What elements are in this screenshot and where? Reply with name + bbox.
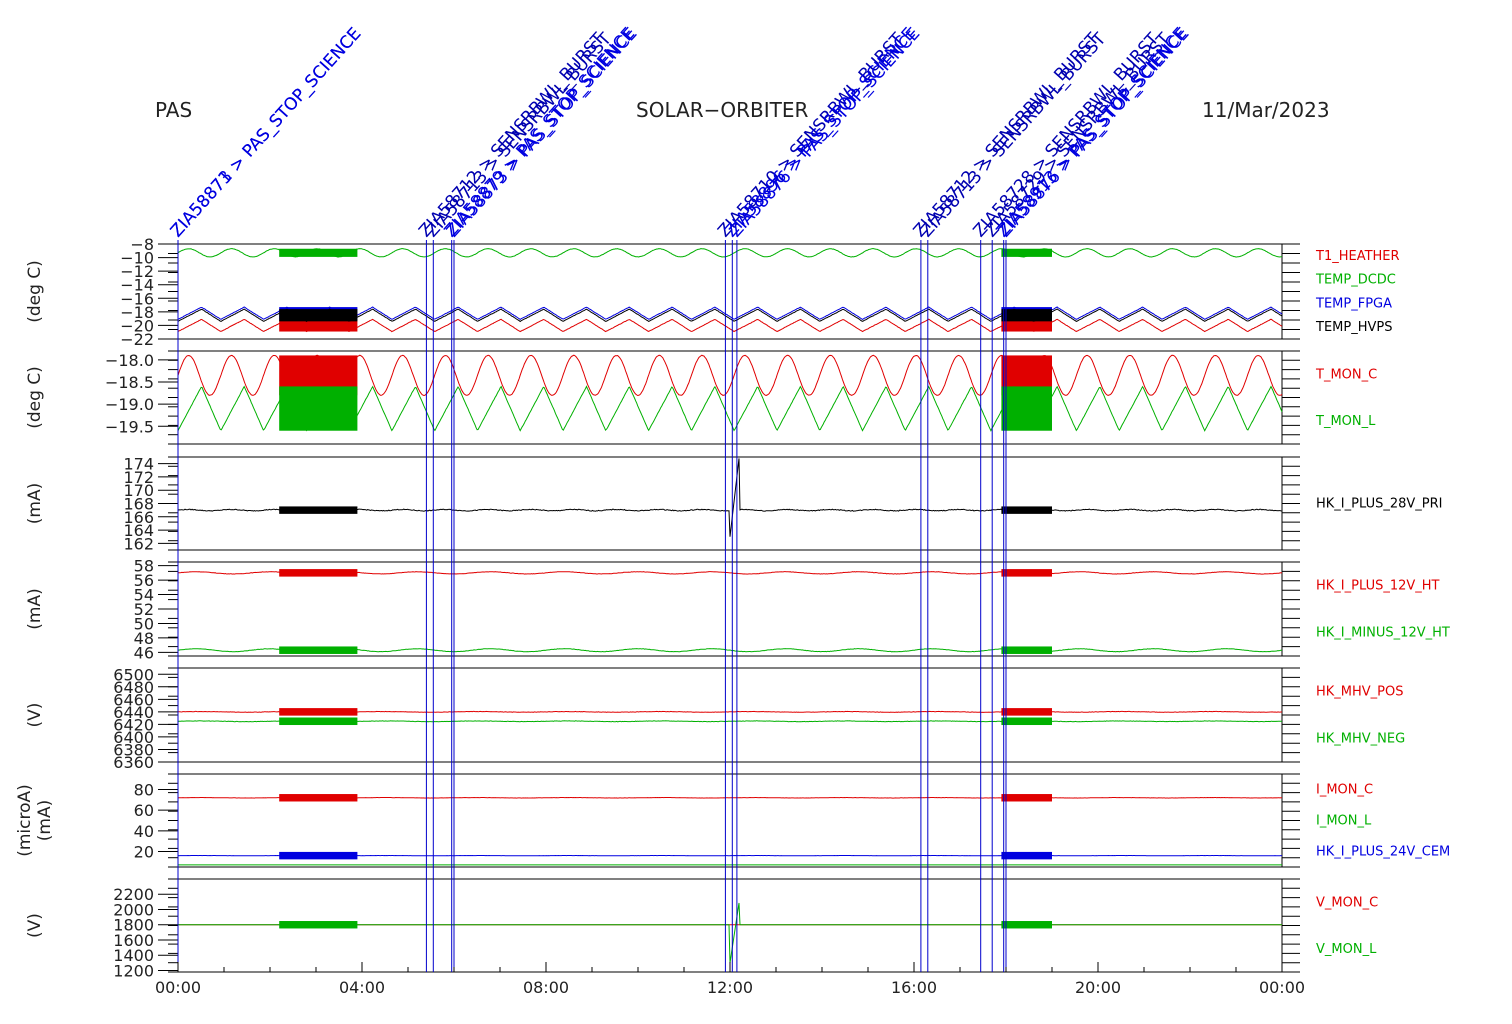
legend-t1_heather: T1_HEATHER	[1315, 249, 1400, 264]
y-tick-label: 6360	[113, 753, 154, 772]
series-line-v_mon_l	[178, 903, 1282, 963]
event-annotation: ZIA58873 > PAS_STOP_SCIENCE	[443, 24, 642, 241]
y-axis-label: (mA)	[35, 800, 55, 841]
x-tick-label: 12:00	[707, 978, 753, 997]
legend-temp_hvps: TEMP_HVPS	[1315, 320, 1392, 335]
legend-i_mon_l: I_MON_L	[1316, 814, 1372, 829]
y-tick-label: −18.0	[105, 351, 154, 370]
header-right: 11/Mar/2023	[1202, 98, 1330, 122]
dense-band-hk_i_plus_24v_cem	[1001, 852, 1052, 859]
dense-band-t_mon_l	[1001, 386, 1052, 430]
dense-band-hk_i_plus_28v_pri	[1001, 506, 1052, 513]
y-tick-label: −19.5	[105, 417, 154, 436]
y-axis-label: (V)	[25, 703, 45, 728]
legend-temp_fpga: TEMP_FPGA	[1315, 296, 1392, 311]
y-tick-label: 46	[134, 643, 154, 662]
x-tick-label: 20:00	[1075, 978, 1121, 997]
dense-band-hk_i_plus_24v_cem	[279, 852, 357, 859]
x-axis: 00:00 04:00 08:00 12:00 16:00 20:00 00:00	[155, 962, 1305, 997]
legend-hk_i_minus_12v_ht: HK_I_MINUS_12V_HT	[1316, 626, 1450, 641]
legend-t_mon_c: T_MON_C	[1315, 367, 1377, 382]
y-axis-label: (V)	[25, 913, 45, 938]
x-tick-label: 04:00	[339, 978, 385, 997]
dense-band-temp_hvps	[279, 309, 357, 321]
panel-1: −8−10−12−14−16−18−20−22(deg C)T1_HEATHER…	[25, 235, 1400, 349]
y-axis-label: (deg C)	[25, 260, 45, 323]
dense-band-hk_i_minus_12v_ht	[1001, 646, 1052, 654]
dense-band-v_mon_l	[1001, 921, 1052, 928]
legend-i_mon_c: I_MON_C	[1316, 783, 1373, 798]
dense-band-temp_hvps	[1001, 309, 1052, 321]
header-left: PAS	[155, 98, 192, 122]
dense-band-i_mon_c	[1001, 794, 1052, 801]
dense-band-hk_i_plus_28v_pri	[279, 506, 357, 513]
y-tick-label: 20	[134, 843, 154, 862]
event-annotation: ZIA58713 > SENSRBWL_BURST	[422, 29, 616, 241]
legend-t_mon_l: T_MON_L	[1315, 414, 1376, 429]
legend-v_mon_c: V_MON_C	[1316, 895, 1378, 910]
y-tick-label: −18.5	[105, 373, 154, 392]
y-axis-label: (microA)	[15, 784, 35, 857]
y-tick-label: 80	[134, 781, 154, 800]
y-axis-label: (mA)	[25, 588, 45, 629]
dense-band-v_mon_l	[279, 921, 357, 928]
panel-2: −18.0 −18.5 −19.0 −19.5 (deg C) T_MON_C T_MON_…	[25, 351, 1377, 444]
y-tick-label: 40	[134, 822, 154, 841]
dense-band-hk_mhv_pos	[1001, 708, 1052, 716]
dense-band-temp_dcdc	[279, 249, 357, 257]
x-tick-label: 08:00	[523, 978, 569, 997]
y-tick-label: −22	[120, 330, 154, 349]
panel-5: 65006480646064406420640063806360(V)HK_MH…	[25, 665, 1405, 772]
y-tick-label: −19.0	[105, 395, 154, 414]
dense-band-i_mon_c	[279, 794, 357, 801]
dense-band-hk_i_plus_12v_ht	[1001, 569, 1052, 577]
legend-hk_i_plus_28v_pri: HK_I_PLUS_28V_PRI	[1316, 497, 1442, 512]
dense-band-hk_mhv_neg	[1001, 718, 1052, 726]
x-tick-label: 16:00	[891, 978, 937, 997]
legend-hk_mhv_pos: HK_MHV_POS	[1316, 685, 1404, 700]
legend-temp_dcdc: TEMP_DCDC	[1315, 273, 1396, 288]
panel-7: 220020001800160014001200(V)V_MON_CV_MON_…	[25, 879, 1378, 980]
legend-hk_i_plus_24v_cem: HK_I_PLUS_24V_CEM	[1316, 845, 1450, 860]
legend-hk_i_plus_12v_ht: HK_I_PLUS_12V_HT	[1316, 579, 1440, 594]
event-annotation: ZIA58876 > PAS_STOP_SCIENCE	[726, 24, 925, 241]
y-tick-label: 60	[134, 801, 154, 820]
legend-v_mon_l: V_MON_L	[1316, 942, 1377, 957]
panel-3: 174172170168166164162(mA)HK_I_PLUS_28V_P…	[25, 455, 1442, 554]
header-center: SOLAR−ORBITER	[636, 98, 808, 122]
dense-band-t_mon_l	[279, 386, 357, 430]
dense-band-hk_mhv_pos	[279, 708, 357, 716]
series-line-hk_i_plus_28v_pri	[178, 458, 1282, 536]
panel-4: 58565452504846(mA)HK_I_PLUS_12V_HTHK_I_M…	[25, 557, 1450, 663]
dense-band-hk_i_plus_12v_ht	[279, 569, 357, 577]
x-tick-label: 00:00	[1259, 978, 1305, 997]
legend-hk_mhv_neg: HK_MHV_NEG	[1316, 732, 1405, 747]
dense-band-hk_i_minus_12v_ht	[279, 646, 357, 654]
dense-band-temp_dcdc	[1001, 249, 1052, 257]
event-annotation: ZIA58873 > PAS_STOP_SCIENCE	[167, 24, 366, 241]
x-tick-label: 00:00	[155, 978, 201, 997]
y-tick-label: 162	[123, 534, 154, 553]
y-tick-label: 1200	[113, 961, 154, 980]
y-axis-label: (deg C)	[25, 366, 45, 429]
dense-band-hk_mhv_neg	[279, 718, 357, 726]
y-axis-label: (mA)	[25, 483, 45, 524]
